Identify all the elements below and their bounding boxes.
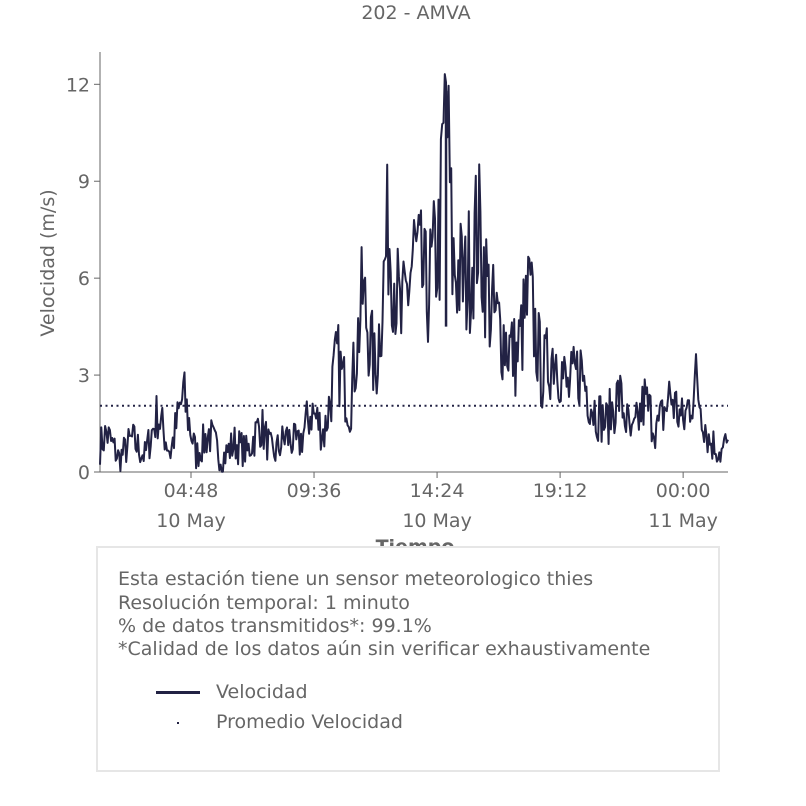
x-tick-label: 19:12 xyxy=(533,480,588,502)
chart-title: 202 - AMVA xyxy=(361,2,471,24)
velocity-chart: 0 3 6 9 12 04:48 10 May 09:36 14:24 10 May 19:12 00… xyxy=(37,52,729,558)
info-sensor-text: Esta estación tiene un sensor meteorolog… xyxy=(118,568,594,590)
x-tick-date-label: 11 May xyxy=(648,510,718,532)
x-tick-label: 00:00 xyxy=(656,480,711,502)
y-tick-label: 0 xyxy=(78,462,90,484)
y-tick-label: 6 xyxy=(78,268,90,290)
legend-velocity-swatch xyxy=(156,691,200,694)
legend-average-label: Promedio Velocidad xyxy=(216,711,403,733)
y-tick-label: 9 xyxy=(78,171,90,193)
y-tick-label: 12 xyxy=(66,74,90,96)
legend-velocity-label: Velocidad xyxy=(216,681,308,703)
y-tick-label: 3 xyxy=(78,365,90,387)
info-data-percent-text: % de datos transmitidos*: 99.1% xyxy=(118,615,432,637)
chart-axes xyxy=(99,52,728,473)
x-tick-label: 09:36 xyxy=(287,480,342,502)
x-tick-date-label: 10 May xyxy=(402,510,472,532)
series-layer xyxy=(99,73,729,473)
x-tick-date-label: 10 May xyxy=(156,510,226,532)
ticks-layer: 0 3 6 9 12 04:48 10 May 09:36 14:24 10 May 19:12 00… xyxy=(66,74,718,532)
x-tick-label: 04:48 xyxy=(164,480,219,502)
info-box: Esta estación tiene un sensor meteorolog… xyxy=(96,546,720,772)
info-resolution-text: Resolución temporal: 1 minuto xyxy=(118,592,410,614)
legend-average-swatch xyxy=(177,722,179,724)
x-tick-label: 14:24 xyxy=(410,480,465,502)
info-quality-note: *Calidad de los datos aún sin verificar … xyxy=(118,638,651,660)
velocity-series-line xyxy=(99,73,729,473)
y-axis-label: Velocidad (m/s) xyxy=(37,189,59,336)
